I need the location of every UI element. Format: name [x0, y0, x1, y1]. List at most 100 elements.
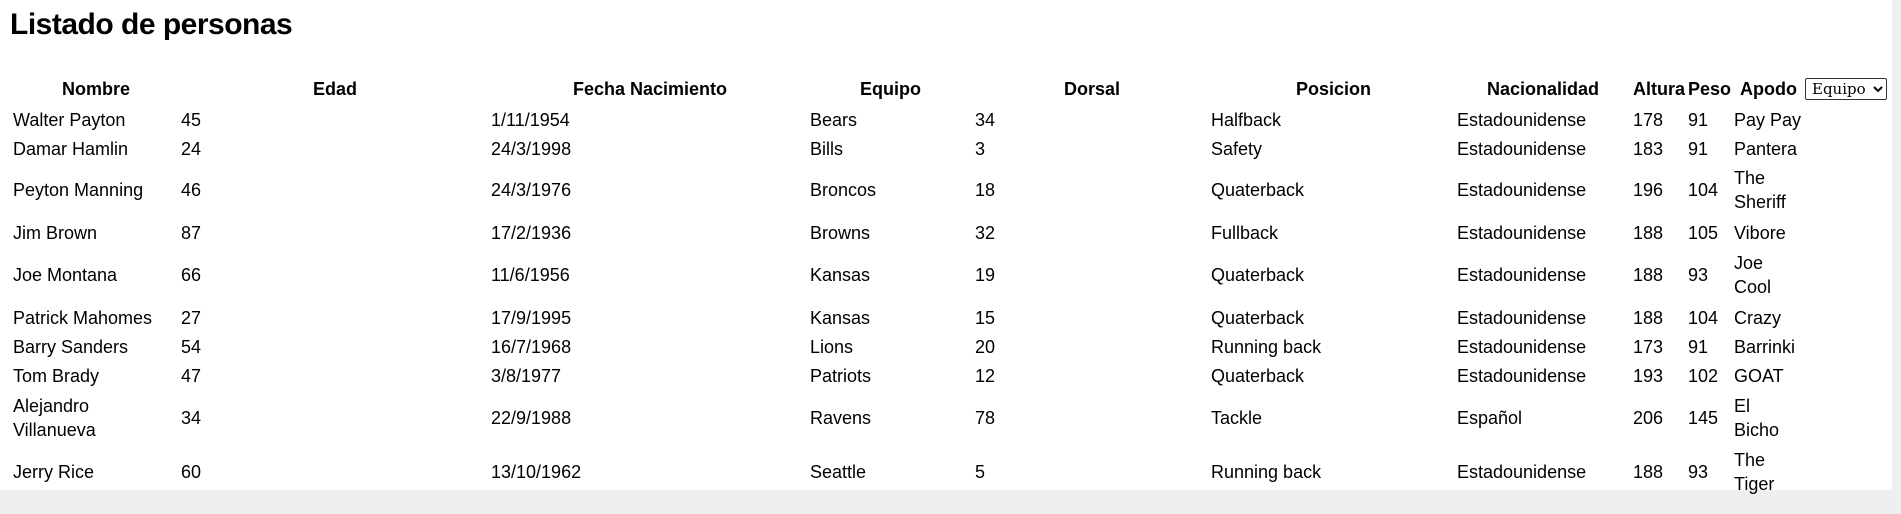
cell-apodo: Pantera — [1734, 139, 1798, 159]
cell-nombre: Barry Sanders — [13, 337, 129, 357]
cell-fecha: 11/6/1956 — [491, 265, 570, 285]
cell-altura: 206 — [1633, 408, 1664, 428]
cell-nombre: Damar Hamlin — [13, 139, 129, 159]
cell-apodo: Pay Pay — [1734, 110, 1802, 130]
header-edad: Edad — [313, 79, 358, 99]
cell-nacionalidad: Estadounidense — [1457, 308, 1587, 328]
header-nombre: Nombre — [62, 79, 131, 99]
cell-nombre: Walter Payton — [13, 110, 126, 130]
cell-equipo: Ravens — [810, 408, 872, 428]
cell-posicion: Quaterback — [1211, 308, 1305, 328]
cell-peso: 91 — [1688, 110, 1709, 130]
cell-nacionalidad: Español — [1457, 408, 1523, 428]
cell-edad: 47 — [181, 366, 202, 386]
cell-nombre: Peyton Manning — [13, 180, 144, 200]
cell-nacionalidad: Estadounidense — [1457, 110, 1587, 130]
cell-dorsal: 19 — [975, 265, 996, 285]
cell-dorsal: 5 — [975, 462, 986, 482]
cell-altura: 196 — [1633, 180, 1664, 200]
cell-nacionalidad: Estadounidense — [1457, 462, 1587, 482]
cell-dorsal: 15 — [975, 308, 996, 328]
cell-equipo: Seattle — [810, 462, 867, 482]
cell-equipo: Browns — [810, 223, 871, 243]
cell-apodo: El Bicho — [1734, 396, 1780, 440]
cell-equipo: Kansas — [810, 308, 871, 328]
cell-nacionalidad: Estadounidense — [1457, 337, 1587, 357]
cell-nombre: Jim Brown — [13, 223, 98, 243]
cell-peso: 93 — [1688, 462, 1709, 482]
cell-apodo: Barrinki — [1734, 337, 1796, 357]
header-nacionalidad: Nacionalidad — [1487, 79, 1600, 99]
cell-edad: 27 — [181, 308, 202, 328]
cell-fecha: 24/3/1998 — [491, 139, 572, 159]
cell-posicion: Halfback — [1211, 110, 1282, 130]
header-apodo: Apodo — [1740, 79, 1797, 99]
cell-equipo: Bears — [810, 110, 858, 130]
cell-peso: 104 — [1688, 180, 1719, 200]
cell-dorsal: 3 — [975, 139, 986, 159]
cell-apodo: The Tiger — [1734, 450, 1775, 494]
cell-fecha: 24/3/1976 — [491, 180, 572, 200]
cell-altura: 178 — [1633, 110, 1664, 130]
cell-apodo: Vibore — [1734, 223, 1786, 243]
cell-posicion: Quaterback — [1211, 180, 1305, 200]
cell-posicion: Tackle — [1211, 408, 1263, 428]
table-row: Patrick Mahomes 27 17/9/1995 Kansas 15 Q… — [0, 306, 1892, 330]
header-posicion: Posicion — [1296, 79, 1372, 99]
cell-fecha: 17/2/1936 — [491, 223, 572, 243]
cell-fecha: 17/9/1995 — [491, 308, 572, 328]
table-row: Walter Payton 45 1/11/1954 Bears 34 Half… — [0, 108, 1892, 132]
team-filter-select[interactable]: Equipo — [1805, 78, 1887, 100]
cell-posicion: Safety — [1211, 139, 1263, 159]
header-peso: Peso — [1688, 79, 1732, 99]
cell-nombre: Joe Montana — [13, 265, 118, 285]
header-fecha: Fecha Nacimiento — [573, 79, 728, 99]
cell-altura: 183 — [1633, 139, 1664, 159]
cell-nacionalidad: Estadounidense — [1457, 223, 1587, 243]
cell-peso: 102 — [1688, 366, 1719, 386]
table-row: Jim Brown 87 17/2/1936 Browns 32 Fullbac… — [0, 221, 1892, 245]
cell-nacionalidad: Estadounidense — [1457, 366, 1587, 386]
cell-posicion: Running back — [1211, 337, 1322, 357]
cell-peso: 104 — [1688, 308, 1719, 328]
cell-fecha: 3/8/1977 — [491, 366, 562, 386]
cell-edad: 54 — [181, 337, 202, 357]
cell-edad: 46 — [181, 180, 202, 200]
cell-altura: 193 — [1633, 366, 1664, 386]
cell-peso: 105 — [1688, 223, 1719, 243]
table-row: Barry Sanders 54 16/7/1968 Lions 20 Runn… — [0, 335, 1892, 359]
cell-altura: 188 — [1633, 462, 1664, 482]
cell-nombre: Alejandro Villanueva — [13, 396, 96, 440]
header-dorsal: Dorsal — [1064, 79, 1121, 99]
cell-dorsal: 34 — [975, 110, 996, 130]
page: Listado de personas Nombre Edad Fecha Na… — [0, 0, 1892, 494]
cell-fecha: 22/9/1988 — [491, 408, 572, 428]
cell-posicion: Quaterback — [1211, 366, 1305, 386]
cell-edad: 66 — [181, 265, 202, 285]
cell-dorsal: 18 — [975, 180, 996, 200]
cell-nacionalidad: Estadounidense — [1457, 139, 1587, 159]
cell-altura: 188 — [1633, 223, 1664, 243]
cell-fecha: 16/7/1968 — [491, 337, 572, 357]
cell-posicion: Running back — [1211, 462, 1322, 482]
cell-posicion: Quaterback — [1211, 265, 1305, 285]
cell-fecha: 1/11/1954 — [491, 110, 570, 130]
cell-peso: 145 — [1688, 408, 1719, 428]
cell-altura: 188 — [1633, 265, 1664, 285]
table-row: Damar Hamlin 24 24/3/1998 Bills 3 Safety… — [0, 137, 1892, 161]
cell-dorsal: 32 — [975, 223, 996, 243]
cell-equipo: Kansas — [810, 265, 871, 285]
cell-nombre: Tom Brady — [13, 366, 100, 386]
cell-dorsal: 12 — [975, 366, 996, 386]
cell-nombre: Jerry Rice — [13, 462, 95, 482]
table-row: Jerry Rice 60 13/10/1962 Seattle 5 Runni… — [0, 448, 1892, 496]
cell-peso: 93 — [1688, 265, 1709, 285]
table-row: Peyton Manning 46 24/3/1976 Broncos 18 Q… — [0, 166, 1892, 214]
table-row: Tom Brady 47 3/8/1977 Patriots 12 Quater… — [0, 364, 1892, 388]
cell-altura: 188 — [1633, 308, 1664, 328]
header-altura: Altura — [1633, 79, 1686, 99]
cell-dorsal: 78 — [975, 408, 996, 428]
cell-dorsal: 20 — [975, 337, 996, 357]
cell-edad: 87 — [181, 223, 202, 243]
cell-equipo: Lions — [810, 337, 854, 357]
